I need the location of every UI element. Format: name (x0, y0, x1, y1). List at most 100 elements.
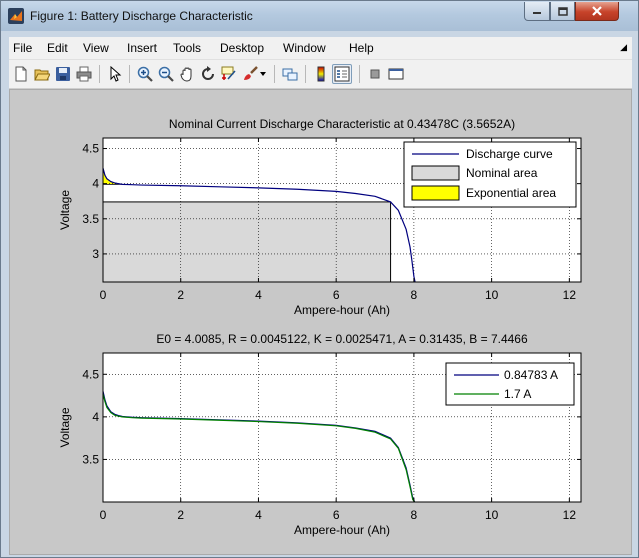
print-icon (76, 66, 92, 82)
matlab-icon (8, 8, 24, 24)
maximize-icon (557, 6, 568, 16)
series-line-1 (102, 393, 416, 503)
maximize-button[interactable] (550, 2, 575, 21)
y-tick-label: 3.5 (82, 212, 99, 226)
menu-help[interactable]: Help (349, 41, 374, 55)
link-plot-icon (282, 68, 298, 81)
menu-desktop[interactable]: Desktop (220, 41, 265, 55)
x-tick-label: 10 (485, 508, 499, 522)
axes-title: Nominal Current Discharge Characteristic… (169, 117, 515, 131)
x-axis-label: Ampere-hour (Ah) (294, 523, 390, 537)
legend-label: 1.7 A (504, 387, 531, 401)
legend-swatch-nominal (411, 165, 460, 181)
pointer-button[interactable] (105, 64, 125, 84)
series-line-0 (102, 168, 416, 283)
open-file-icon (34, 69, 50, 81)
legend-label: Exponential area (466, 186, 556, 200)
data-cursor-icon (221, 66, 236, 80)
toolbar-separator (129, 65, 130, 83)
menu-edit[interactable]: Edit (47, 41, 68, 55)
y-tick-label: 4 (92, 410, 99, 424)
pan-icon (180, 67, 192, 82)
link-plot-button[interactable] (280, 64, 300, 84)
x-tick-label: 0 (100, 508, 107, 522)
x-tick-label: 8 (411, 288, 418, 302)
data-cursor-button[interactable] (219, 64, 239, 84)
close-icon (592, 6, 602, 16)
rotate-button[interactable] (198, 64, 218, 84)
x-axis-label: Ampere-hour (Ah) (294, 303, 390, 317)
toolbar-separator (274, 65, 275, 83)
y-tick-label: 4 (92, 177, 99, 191)
brush-icon (244, 66, 258, 80)
show-plot-tools-icon (388, 68, 404, 80)
x-tick-label: 0 (100, 288, 107, 302)
toolbar-separator (305, 65, 306, 83)
x-tick-label: 6 (333, 508, 340, 522)
save-button[interactable] (53, 64, 73, 84)
toolbar-separator (359, 65, 360, 83)
toolbar (9, 60, 632, 89)
legend-label: Discharge curve (466, 147, 553, 161)
y-tick-label: 4.5 (82, 367, 99, 381)
menu-file[interactable]: File (13, 41, 33, 55)
x-tick-label: 2 (177, 508, 184, 522)
chevron-down-icon (260, 72, 266, 76)
zoom-in-button[interactable] (135, 64, 155, 84)
open-file-button[interactable] (32, 64, 52, 84)
menu-tools[interactable]: Tools (173, 41, 202, 55)
menu-view[interactable]: View (83, 41, 109, 55)
legend-swatch-exponential (411, 185, 460, 201)
figure-canvas: 0 2 4 6 8 10 12 3 3.5 4 4.5 Nominal Current Dischar… (9, 89, 632, 555)
x-tick-label: 2 (177, 288, 184, 302)
pointer-icon (110, 66, 122, 82)
show-plot-tools-button[interactable] (386, 64, 406, 84)
axes-title: E0 = 4.0085, R = 0.0045122, K = 0.002547… (156, 332, 528, 346)
rotate-icon (202, 66, 214, 80)
menu-window[interactable]: Window (283, 41, 326, 55)
window-title: Figure 1: Battery Discharge Characterist… (30, 9, 253, 23)
minimize-button[interactable] (524, 2, 550, 21)
x-tick-label: 12 (563, 288, 577, 302)
x-tick-label: 4 (255, 508, 262, 522)
legend-button[interactable] (332, 64, 352, 84)
print-button[interactable] (74, 64, 94, 84)
zoom-in-icon (137, 66, 153, 82)
zoom-out-icon (158, 66, 174, 82)
x-tick-label: 10 (485, 288, 499, 302)
colorbar-icon (317, 66, 325, 82)
x-tick-label: 8 (411, 508, 418, 522)
brush-dropdown[interactable] (258, 64, 268, 84)
axes-frame (102, 352, 582, 503)
minimize-icon (533, 12, 541, 14)
pan-button[interactable] (177, 64, 197, 84)
y-axis-label: Voltage (58, 190, 72, 230)
plots-canvas: 0 2 4 6 8 10 12 3 3.5 4 4.5 Nominal Current Dischar… (58, 117, 582, 537)
y-tick-label: 4.5 (82, 142, 99, 156)
menu-bar: File Edit View Insert Tools Desktop Wind… (9, 37, 632, 60)
y-axis-label: Voltage (58, 407, 72, 447)
hide-plot-tools-button[interactable] (365, 64, 385, 84)
y-tick-label: 3 (92, 247, 99, 261)
new-figure-icon (15, 66, 27, 82)
legend-box (445, 362, 575, 406)
legend-label: Nominal area (466, 166, 538, 180)
save-icon (56, 67, 70, 81)
x-tick-label: 6 (333, 288, 340, 302)
zoom-out-button[interactable] (156, 64, 176, 84)
nominal-area (102, 201, 392, 283)
title-bar[interactable]: Figure 1: Battery Discharge Characterist… (1, 1, 638, 31)
legend-label: 0.84783 A (504, 368, 558, 382)
legend-icon (334, 66, 350, 82)
toolbar-separator (99, 65, 100, 83)
x-tick-label: 12 (563, 508, 577, 522)
colorbar-button[interactable] (311, 64, 331, 84)
menu-overflow-icon[interactable]: ◢ (620, 42, 627, 52)
y-tick-label: 3.5 (82, 452, 99, 466)
close-button[interactable] (575, 2, 619, 21)
new-figure-button[interactable] (11, 64, 31, 84)
brush-button[interactable] (240, 64, 260, 84)
x-tick-label: 4 (255, 288, 262, 302)
menu-insert[interactable]: Insert (127, 41, 158, 55)
